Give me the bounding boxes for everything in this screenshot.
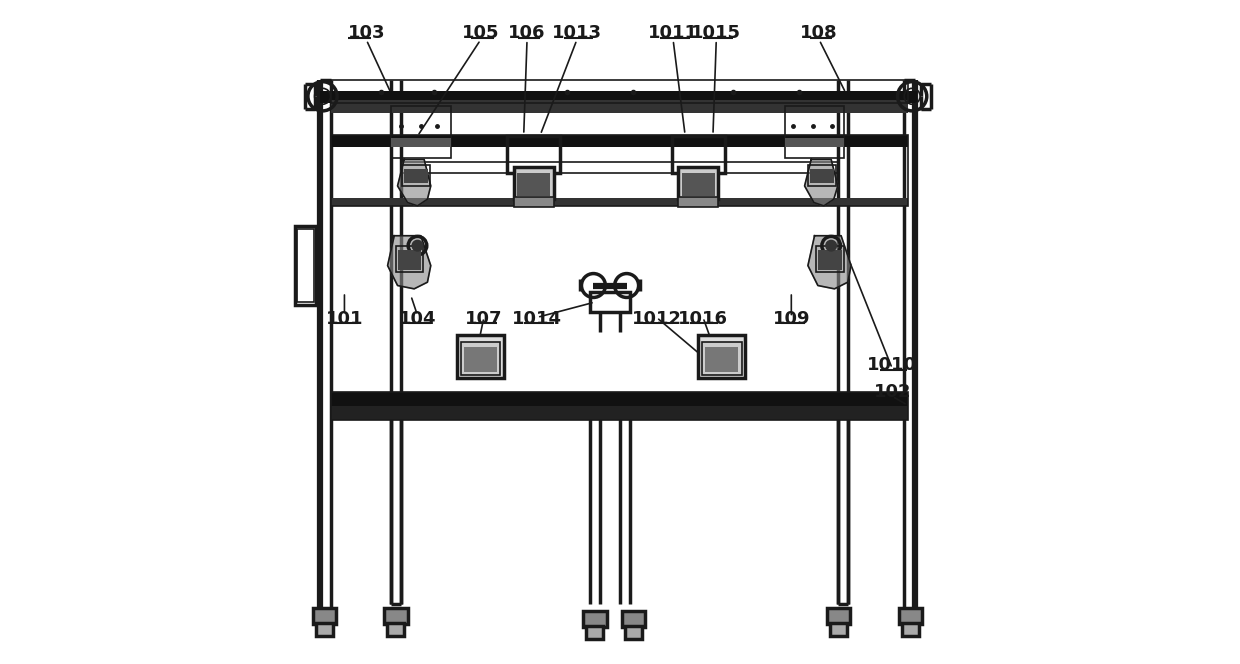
Bar xyxy=(320,91,918,103)
Bar xyxy=(513,167,553,199)
Bar xyxy=(296,229,314,302)
Text: 109: 109 xyxy=(773,309,810,328)
Bar xyxy=(396,246,423,272)
Bar xyxy=(672,136,725,173)
Bar xyxy=(901,623,919,636)
Bar xyxy=(830,623,847,636)
Bar xyxy=(331,392,908,420)
Bar xyxy=(331,100,908,113)
Text: 108: 108 xyxy=(800,24,838,42)
Bar xyxy=(391,106,450,158)
Bar xyxy=(384,608,408,624)
Circle shape xyxy=(412,240,423,251)
Bar xyxy=(590,292,630,312)
Bar xyxy=(331,80,908,103)
Text: 105: 105 xyxy=(461,24,500,42)
Bar xyxy=(827,608,851,624)
Bar xyxy=(404,169,428,183)
Bar xyxy=(316,623,334,636)
Bar xyxy=(587,626,604,639)
Bar xyxy=(331,406,908,420)
Bar xyxy=(678,167,718,199)
Bar xyxy=(584,611,606,627)
Bar xyxy=(464,347,497,372)
Text: 1016: 1016 xyxy=(678,309,728,328)
Text: 106: 106 xyxy=(508,24,546,42)
Bar xyxy=(816,246,843,272)
Text: 103: 103 xyxy=(347,24,386,42)
Bar xyxy=(899,608,923,624)
Polygon shape xyxy=(398,159,430,206)
Bar xyxy=(458,335,503,378)
Bar xyxy=(398,250,422,270)
Bar xyxy=(331,198,908,206)
Bar xyxy=(391,138,450,147)
Text: 1015: 1015 xyxy=(691,24,742,42)
Bar xyxy=(331,135,908,206)
Circle shape xyxy=(826,240,837,251)
Bar xyxy=(682,173,715,196)
Bar xyxy=(295,226,316,305)
Bar xyxy=(818,250,842,270)
Bar xyxy=(785,106,844,158)
Bar xyxy=(698,335,745,378)
Bar xyxy=(785,138,844,147)
Bar xyxy=(625,626,642,639)
Text: 104: 104 xyxy=(399,309,436,328)
Bar xyxy=(706,347,738,372)
Text: 1014: 1014 xyxy=(512,309,562,328)
Text: 102: 102 xyxy=(873,382,911,401)
Bar xyxy=(513,197,553,207)
Polygon shape xyxy=(808,236,851,289)
Bar xyxy=(460,342,501,375)
Polygon shape xyxy=(388,236,430,289)
Bar xyxy=(678,197,718,207)
Bar xyxy=(402,165,430,186)
Polygon shape xyxy=(805,159,838,206)
Bar xyxy=(331,135,908,147)
Text: 1013: 1013 xyxy=(552,24,601,42)
Bar xyxy=(314,608,336,624)
Text: 107: 107 xyxy=(465,309,502,328)
Bar xyxy=(702,342,742,375)
Text: 101: 101 xyxy=(326,309,363,328)
Text: 1011: 1011 xyxy=(649,24,698,42)
Bar xyxy=(387,623,404,636)
Bar xyxy=(507,136,560,173)
Bar xyxy=(810,169,833,183)
Bar xyxy=(808,165,836,186)
Text: 1010: 1010 xyxy=(867,356,918,374)
Bar xyxy=(622,611,645,627)
Bar xyxy=(517,173,551,196)
Text: 1012: 1012 xyxy=(631,309,682,328)
Bar xyxy=(331,392,908,408)
